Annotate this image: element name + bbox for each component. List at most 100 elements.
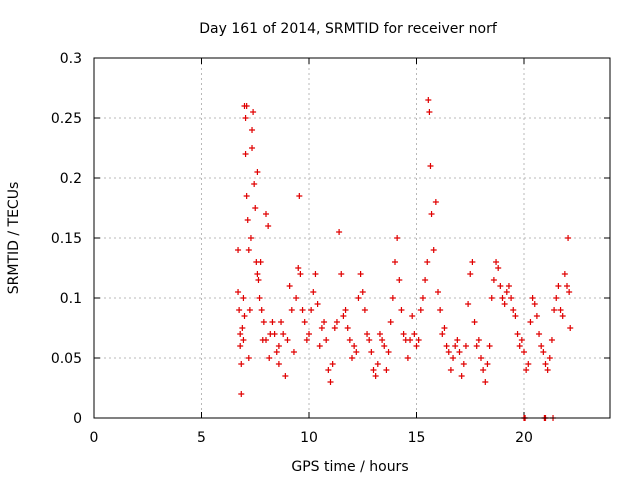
data-point — [452, 343, 459, 349]
data-point — [544, 367, 551, 373]
data-point — [240, 337, 247, 343]
data-point — [546, 355, 553, 361]
data-point — [357, 271, 364, 277]
data-point — [428, 211, 435, 217]
data-point — [536, 331, 543, 337]
data-point — [456, 349, 463, 355]
data-point — [385, 349, 392, 355]
data-point — [246, 307, 253, 313]
data-point — [469, 259, 476, 265]
x-axis-label: GPS time / hours — [291, 459, 408, 475]
data-point — [316, 343, 323, 349]
data-point — [236, 307, 243, 313]
data-point — [256, 295, 263, 301]
data-point — [327, 379, 334, 385]
data-point — [241, 313, 248, 319]
data-point — [564, 283, 570, 289]
data-point — [293, 295, 300, 301]
data-point — [275, 361, 282, 367]
data-point — [411, 331, 418, 337]
data-point — [503, 289, 510, 295]
data-point — [505, 283, 512, 289]
data-point — [353, 349, 360, 355]
data-point — [516, 343, 523, 349]
data-point — [413, 343, 420, 349]
data-point — [398, 307, 405, 313]
data-point — [427, 163, 434, 169]
data-point — [540, 349, 547, 355]
data-point — [355, 295, 362, 301]
data-point — [521, 349, 527, 355]
data-point — [559, 313, 566, 319]
data-point — [368, 349, 375, 355]
data-point — [299, 307, 306, 313]
data-point — [249, 127, 256, 133]
chart-title: Day 161 of 2014, SRMTID for receiver nor… — [199, 21, 498, 37]
y-tick-label: 0.25 — [51, 111, 82, 127]
data-point — [306, 331, 312, 337]
data-point — [271, 331, 278, 337]
data-point — [269, 319, 276, 325]
y-tick-label: 0 — [73, 411, 82, 427]
data-point — [278, 319, 285, 325]
data-point — [325, 367, 332, 373]
data-point — [475, 337, 482, 343]
data-point — [381, 343, 388, 349]
data-point — [366, 337, 373, 343]
data-point — [432, 199, 439, 205]
data-point — [497, 283, 504, 289]
data-point — [258, 307, 265, 313]
x-tick-label: 5 — [197, 430, 206, 446]
data-point — [310, 289, 317, 295]
data-point — [447, 367, 454, 373]
data-point — [415, 337, 422, 343]
data-point — [252, 205, 259, 211]
data-point — [493, 259, 500, 265]
data-point — [439, 331, 446, 337]
data-point — [565, 235, 572, 241]
data-point — [361, 307, 368, 313]
data-point — [237, 343, 244, 349]
data-point — [426, 109, 433, 115]
y-tick-label: 0.2 — [60, 171, 82, 187]
data-point — [321, 319, 328, 325]
data-point — [331, 325, 338, 331]
data-point — [430, 247, 437, 253]
y-tick-label: 0.05 — [51, 351, 82, 367]
data-point — [239, 325, 246, 331]
data-point — [465, 301, 472, 307]
data-point — [251, 181, 258, 187]
data-point — [450, 355, 457, 361]
data-point — [266, 355, 273, 361]
data-point — [254, 169, 261, 175]
y-tick-label: 0.3 — [60, 51, 82, 67]
data-point — [555, 283, 562, 289]
data-point — [441, 325, 448, 331]
data-point — [260, 319, 267, 325]
data-point — [235, 247, 242, 253]
data-point — [296, 193, 303, 199]
data-point — [243, 193, 250, 199]
data-point — [257, 259, 264, 265]
data-point — [531, 301, 538, 307]
data-point — [247, 235, 254, 241]
data-point — [263, 337, 269, 343]
data-point — [244, 217, 251, 223]
data-point — [422, 277, 429, 283]
data-point — [462, 343, 469, 349]
data-point — [301, 319, 308, 325]
data-point — [349, 355, 355, 361]
data-point — [533, 313, 540, 319]
y-axis-label: SRMTID / TECUs — [6, 182, 22, 295]
data-point — [561, 271, 568, 277]
data-point — [527, 319, 534, 325]
data-point — [370, 367, 377, 373]
data-point — [290, 349, 297, 355]
x-tick-label: 10 — [300, 430, 318, 446]
data-point — [396, 277, 403, 283]
data-point — [238, 361, 245, 367]
x-tick-label: 15 — [408, 430, 426, 446]
data-point — [538, 343, 545, 349]
data-point — [359, 289, 366, 295]
